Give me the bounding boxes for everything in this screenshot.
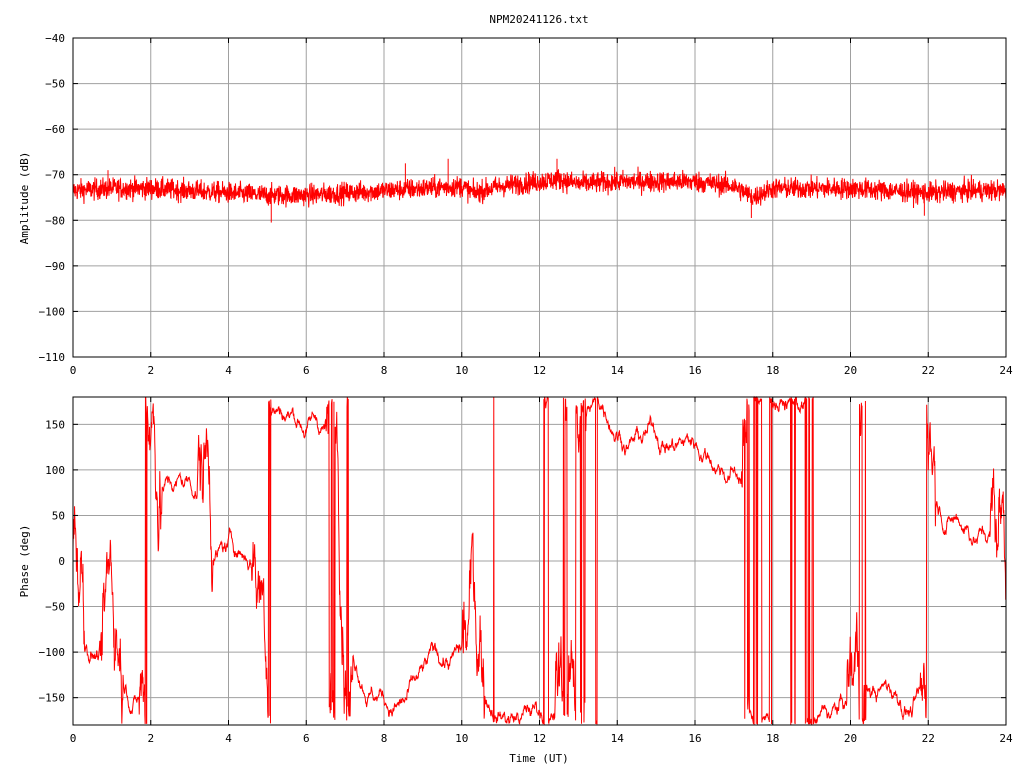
phase-x-tick-label: 18	[766, 732, 779, 745]
amplitude-y-tick-label: −110	[39, 351, 66, 364]
phase-x-tick-label: 6	[303, 732, 310, 745]
amplitude-x-tick-label: 24	[999, 364, 1013, 377]
amplitude-y-tick-label: −40	[45, 32, 65, 45]
phase-x-tick-label: 0	[70, 732, 77, 745]
amplitude-x-tick-label: 4	[225, 364, 232, 377]
phase-y-tick-label: −100	[39, 646, 66, 659]
amplitude-x-tick-label: 18	[766, 364, 779, 377]
amplitude-x-tick-label: 12	[533, 364, 546, 377]
phase-x-tick-label: 24	[999, 732, 1013, 745]
amplitude-y-ticks: −110 −100 −90 −80 −70 −60 −50 −40	[39, 32, 1006, 364]
phase-x-tick-label: 22	[922, 732, 935, 745]
phase-series-line	[72, 395, 1007, 726]
phase-y-tick-label: −150	[39, 692, 66, 705]
phase-x-tick-label: 14	[611, 732, 625, 745]
amplitude-x-tick-label: 16	[688, 364, 701, 377]
amplitude-grid	[72, 37, 1007, 358]
amplitude-series-line	[72, 166, 1007, 209]
phase-x-tick-label: 2	[147, 732, 154, 745]
chart-title: NPM20241126.txt	[489, 13, 588, 26]
amplitude-y-tick-label: −60	[45, 123, 65, 136]
phase-x-tick-label: 8	[381, 732, 388, 745]
phase-trace	[72, 395, 1007, 726]
amplitude-x-tick-label: 14	[611, 364, 625, 377]
phase-y-tick-label: 50	[52, 509, 65, 522]
amplitude-x-tick-label: 0	[70, 364, 77, 377]
amplitude-x-tick-label: 6	[303, 364, 310, 377]
phase-y-tick-label: 100	[45, 464, 65, 477]
phase-x-tick-label: 4	[225, 732, 232, 745]
amplitude-x-tick-label: 22	[922, 364, 935, 377]
amplitude-y-tick-label: −70	[45, 169, 65, 182]
phase-x-ticks: 0 2 4 6 8 10 12 14 16 18 20 22 24	[70, 397, 1013, 745]
amplitude-x-tick-label: 8	[381, 364, 388, 377]
phase-x-tick-label: 16	[688, 732, 701, 745]
phase-x-tick-label: 10	[455, 732, 468, 745]
phase-y-axis-label: Phase (deg)	[18, 525, 31, 598]
x-axis-label: Time (UT)	[509, 752, 569, 765]
amplitude-x-tick-label: 10	[455, 364, 468, 377]
amplitude-y-tick-label: −50	[45, 78, 65, 91]
amplitude-y-axis-label: Amplitude (dB)	[18, 152, 31, 245]
amplitude-y-tick-label: −80	[45, 214, 65, 227]
amplitude-trace	[72, 158, 1007, 223]
amplitude-y-tick-label: −90	[45, 260, 65, 273]
amplitude-x-ticks: 0 2 4 6 8 10 12 14 16 18 20 22 24	[70, 38, 1013, 377]
phase-x-tick-label: 12	[533, 732, 546, 745]
phase-y-tick-label: 150	[45, 418, 65, 431]
phase-y-tick-label: −50	[45, 601, 65, 614]
amplitude-x-tick-label: 2	[147, 364, 154, 377]
amplitude-y-tick-label: −100	[39, 305, 66, 318]
phase-y-tick-label: 0	[58, 555, 65, 568]
phase-y-ticks: −150 −100 −50 0 50 100 150	[39, 418, 1006, 705]
amplitude-x-tick-label: 20	[844, 364, 857, 377]
phase-x-tick-label: 20	[844, 732, 857, 745]
amplitude-panel: −110−100−90−80−70−60−50−40 0 2 4 6 8 10 12 14 16…	[18, 32, 1013, 377]
